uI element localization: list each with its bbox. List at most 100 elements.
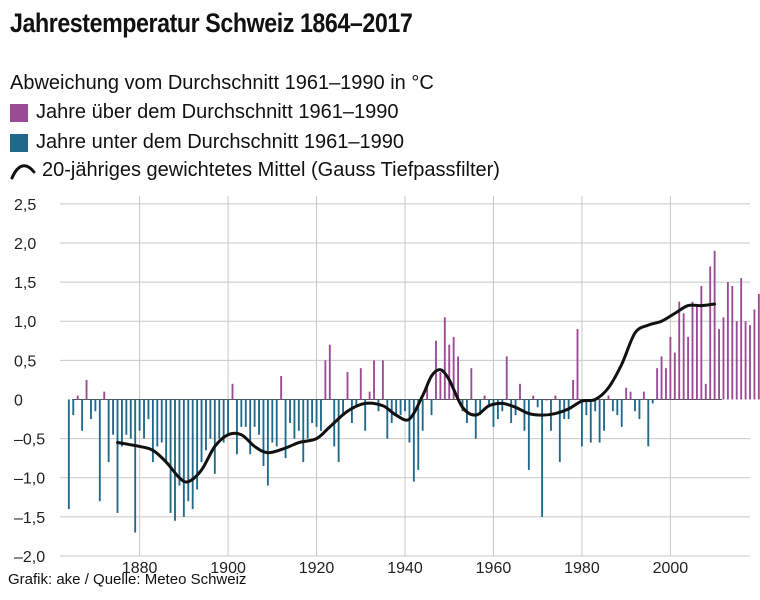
bar-above xyxy=(448,344,451,400)
bar-below xyxy=(430,399,433,416)
bar-below xyxy=(191,399,194,510)
bar-below xyxy=(67,399,70,510)
bar-below xyxy=(178,399,181,486)
bar-below xyxy=(580,399,583,447)
bar-above xyxy=(735,321,738,400)
bar-above xyxy=(682,313,685,400)
bar-below xyxy=(355,399,358,408)
bar-below xyxy=(240,399,243,427)
bar-below xyxy=(134,399,137,533)
bar-above xyxy=(381,360,384,400)
bar-below xyxy=(98,399,101,502)
y-tick-label: 0,5 xyxy=(14,353,36,370)
bar-below xyxy=(107,399,110,463)
bar-below xyxy=(320,399,322,431)
legend-item-above: Jahre über dem Durchschnitt 1961–1990 xyxy=(10,101,398,124)
bar-above xyxy=(439,372,442,400)
bar-below xyxy=(72,399,75,416)
bar-below xyxy=(94,399,97,412)
bar-above xyxy=(373,360,375,400)
bar-above xyxy=(359,368,362,400)
bar-below xyxy=(558,399,561,463)
bar-above xyxy=(443,317,446,400)
bar-above xyxy=(744,321,747,400)
x-tick-label: 1980 xyxy=(564,560,600,577)
bar-below xyxy=(297,399,300,431)
bar-above xyxy=(713,250,716,400)
bar-below xyxy=(421,399,424,431)
legend-item-below: Jahre unter dem Durchschnitt 1961–1990 xyxy=(10,131,404,154)
legend-swatch-above xyxy=(10,103,28,122)
y-tick-label: 2,0 xyxy=(14,236,36,253)
x-tick-label: 1900 xyxy=(210,560,246,577)
x-tick-label: 1880 xyxy=(122,560,158,577)
bar-above xyxy=(103,391,106,400)
bar-above xyxy=(576,329,579,400)
bar-above xyxy=(470,368,473,400)
bar-above xyxy=(572,379,575,400)
bar-above xyxy=(695,305,698,400)
y-tick-label: –1,5 xyxy=(14,510,45,527)
grid-layer xyxy=(60,196,750,557)
bar-above xyxy=(669,336,672,400)
bar-below xyxy=(527,399,530,470)
bar-above xyxy=(346,372,349,400)
bar-below xyxy=(541,399,544,517)
legend-line-icon xyxy=(10,163,36,179)
bar-below xyxy=(634,399,636,412)
bar-below xyxy=(187,399,190,502)
smoothed-mean-line xyxy=(116,302,717,484)
bar-below xyxy=(174,399,176,521)
bar-above xyxy=(722,317,725,400)
y-tick-label: 2,5 xyxy=(14,197,36,214)
bar-below xyxy=(638,399,641,420)
bar-above xyxy=(554,395,557,400)
bar-below xyxy=(165,399,168,463)
bar-below xyxy=(293,399,296,439)
legend-item-line: 20-jähriges gewichtetes Mittel (Gauss Ti… xyxy=(10,159,500,182)
bar-below xyxy=(302,399,305,463)
bar-below xyxy=(151,399,154,463)
bar-below xyxy=(116,399,119,513)
bar-above xyxy=(532,395,535,400)
chart-title: Jahrestemperatur Schweiz 1864–2017 xyxy=(10,8,413,38)
bar-above xyxy=(625,387,628,400)
bar-below xyxy=(417,399,420,470)
bar-below xyxy=(160,399,163,443)
y-tick-label: 0 xyxy=(14,392,23,409)
bar-above xyxy=(368,391,371,400)
bar-above xyxy=(656,368,659,400)
bar-below xyxy=(395,399,398,416)
bar-above xyxy=(231,383,234,400)
bar-above xyxy=(76,395,79,400)
bar-below xyxy=(594,399,597,412)
bar-below xyxy=(589,399,592,443)
bar-below xyxy=(492,399,495,427)
legend-swatch-below xyxy=(10,133,28,152)
bar-above xyxy=(660,356,663,400)
bar-below xyxy=(311,399,314,423)
bar-below xyxy=(249,399,252,455)
bar-above xyxy=(607,395,610,400)
bar-above xyxy=(740,278,743,400)
bar-above xyxy=(457,356,460,400)
bar-below xyxy=(501,399,504,412)
bar-below xyxy=(125,399,128,435)
bar-above xyxy=(519,383,521,400)
bar-above xyxy=(757,293,760,400)
bar-above xyxy=(426,383,429,400)
bar-below xyxy=(244,399,247,427)
source-note: Grafik: ake / Quelle: Meteo Schweiz xyxy=(8,571,247,588)
bar-above xyxy=(673,352,676,400)
bar-below xyxy=(585,399,588,416)
bar-below xyxy=(611,399,614,412)
bar-below xyxy=(143,399,145,439)
bar-below xyxy=(412,399,415,482)
bar-above xyxy=(545,399,548,401)
bar-below xyxy=(112,399,115,435)
bar-below xyxy=(479,399,482,416)
bar-below xyxy=(523,399,526,431)
bar-below xyxy=(536,399,539,408)
bar-below xyxy=(253,399,256,427)
